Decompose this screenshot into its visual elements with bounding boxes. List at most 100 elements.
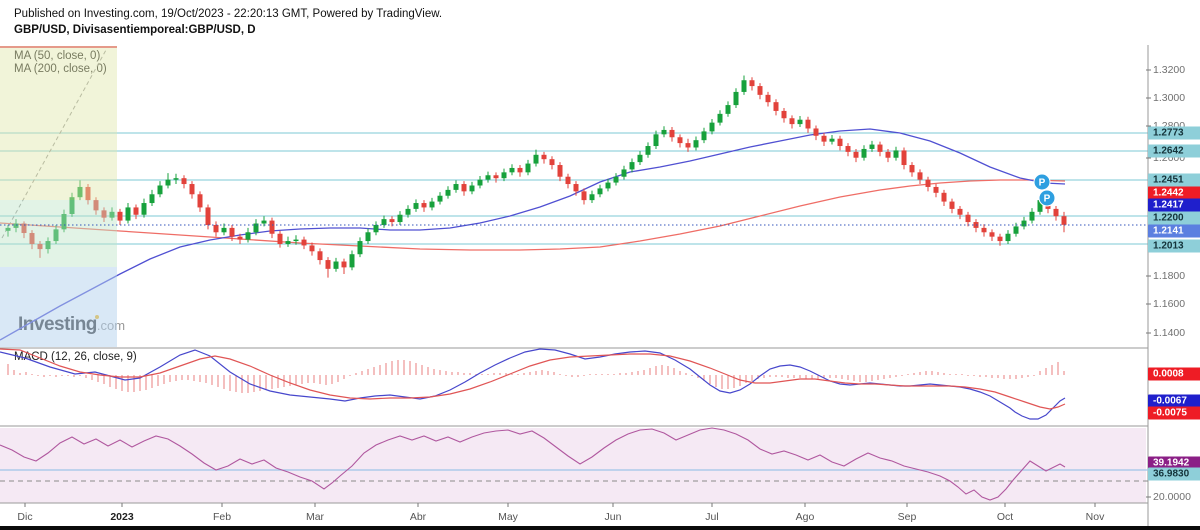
candle bbox=[877, 144, 883, 152]
candle bbox=[829, 138, 835, 142]
candle bbox=[965, 214, 971, 223]
candle bbox=[13, 223, 19, 228]
candle bbox=[93, 200, 99, 211]
price-badge: 1.2773 bbox=[1148, 126, 1200, 140]
candle bbox=[229, 227, 235, 237]
candle bbox=[349, 254, 355, 268]
month-label[interactable]: Jul bbox=[705, 511, 719, 523]
rsi-value-badge: 36.9830 bbox=[1148, 467, 1200, 481]
candle bbox=[365, 232, 371, 242]
candle bbox=[781, 110, 787, 119]
ma200-legend-label[interactable]: MA (200, close, 0) bbox=[14, 63, 107, 76]
candle bbox=[1053, 208, 1059, 217]
candle bbox=[405, 208, 411, 215]
candlestick-series[interactable] bbox=[5, 75, 1067, 278]
position-marker-icon[interactable] bbox=[1038, 189, 1056, 207]
candle bbox=[549, 159, 555, 166]
candle bbox=[445, 189, 451, 196]
candle bbox=[141, 203, 147, 215]
candle bbox=[205, 207, 211, 225]
month-label[interactable]: Feb bbox=[212, 511, 232, 523]
dashed-trendline[interactable] bbox=[1, 49, 107, 239]
macd-line[interactable] bbox=[0, 348, 1066, 420]
candle bbox=[1021, 220, 1027, 227]
candle bbox=[893, 150, 899, 158]
candle bbox=[813, 128, 819, 136]
month-label[interactable]: May bbox=[498, 511, 518, 523]
candle bbox=[565, 176, 571, 185]
candle bbox=[461, 184, 467, 192]
price-axis-label: 1.3200 bbox=[1153, 64, 1186, 76]
month-label[interactable]: Mar bbox=[305, 511, 325, 523]
candle bbox=[589, 194, 595, 201]
candle bbox=[221, 227, 227, 233]
candle bbox=[157, 185, 163, 195]
price-badge: 1.2200 bbox=[1148, 211, 1200, 225]
candle bbox=[37, 243, 43, 250]
candle bbox=[61, 214, 67, 230]
month-label[interactable]: Abr bbox=[409, 511, 427, 523]
candle bbox=[725, 105, 731, 114]
month-label[interactable]: Sep bbox=[897, 511, 917, 523]
symbol-title: GBP/USD, Divisasentiemporeal:GBP/USD, D bbox=[14, 24, 256, 36]
price-badge: 1.2642 bbox=[1148, 144, 1200, 158]
month-label[interactable]: 2023 bbox=[110, 511, 134, 523]
candle bbox=[397, 214, 403, 223]
candle bbox=[957, 208, 963, 215]
candle bbox=[509, 167, 515, 173]
candle bbox=[749, 80, 755, 87]
position-marker-icon[interactable] bbox=[1033, 173, 1051, 191]
month-label[interactable]: Jun bbox=[604, 511, 622, 523]
ma-legend: MA (50, close, 0) MA (200, close, 0) bbox=[14, 50, 107, 76]
candle bbox=[245, 232, 251, 240]
rsi-panel-background bbox=[0, 428, 1146, 503]
candle bbox=[53, 229, 59, 242]
macd-signal-line[interactable] bbox=[0, 348, 1066, 410]
candle bbox=[669, 129, 675, 138]
ma50-line[interactable] bbox=[0, 128, 1066, 341]
candle bbox=[421, 203, 427, 208]
price-badge: 1.2442 bbox=[1148, 186, 1200, 200]
candle bbox=[237, 236, 243, 240]
candle bbox=[269, 220, 275, 234]
candle bbox=[1061, 216, 1067, 225]
ma50-legend-label[interactable]: MA (50, close, 0) bbox=[14, 50, 107, 63]
candle bbox=[933, 186, 939, 193]
published-line: Published on Investing.com, 19/Oct/2023 … bbox=[14, 8, 443, 20]
candle bbox=[533, 154, 539, 164]
candle bbox=[837, 138, 843, 147]
candle bbox=[845, 146, 851, 152]
month-label[interactable]: Dic bbox=[17, 511, 33, 523]
candle bbox=[493, 175, 499, 179]
candle bbox=[333, 261, 339, 269]
candle bbox=[693, 140, 699, 148]
candle bbox=[469, 185, 475, 192]
candle bbox=[277, 233, 283, 244]
candle bbox=[477, 179, 483, 186]
price-badge: 1.2013 bbox=[1148, 239, 1200, 253]
candle bbox=[1037, 200, 1043, 212]
rsi-line[interactable] bbox=[0, 427, 1066, 501]
candle bbox=[797, 119, 803, 125]
candle bbox=[805, 119, 811, 129]
macd-value-badge: -0.0075 bbox=[1148, 406, 1200, 420]
candle bbox=[653, 134, 659, 147]
candle bbox=[109, 211, 115, 218]
month-label[interactable]: Ago bbox=[795, 511, 815, 523]
month-label[interactable]: Nov bbox=[1085, 511, 1105, 523]
candle bbox=[501, 172, 507, 179]
candle bbox=[885, 151, 891, 158]
candle bbox=[645, 146, 651, 155]
candle bbox=[173, 178, 179, 180]
candle bbox=[85, 186, 91, 201]
month-label[interactable]: Oct bbox=[996, 511, 1014, 523]
candle bbox=[573, 184, 579, 192]
candle bbox=[581, 191, 587, 201]
candle bbox=[285, 241, 291, 244]
candle bbox=[981, 227, 987, 233]
rsi-value-badge: 39.1942 bbox=[1148, 456, 1200, 470]
candle bbox=[757, 86, 763, 95]
price-axis-label: 1.1400 bbox=[1153, 327, 1186, 339]
